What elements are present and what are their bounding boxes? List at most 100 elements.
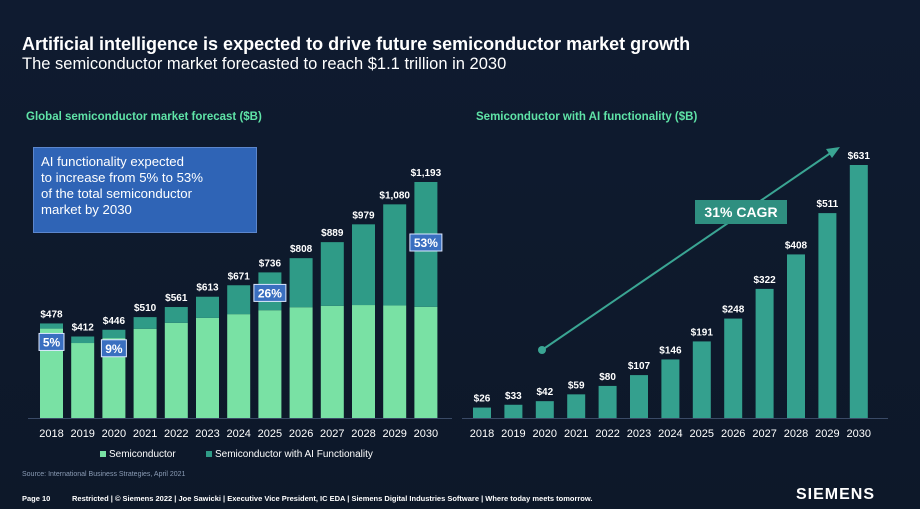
legend-label-ai: Semiconductor with AI Functionality <box>215 449 373 460</box>
bar-value-label: $248 <box>722 305 745 316</box>
bar-total-label: $889 <box>321 228 344 239</box>
x-tick-label: 2018 <box>470 428 494 440</box>
bar-total-label: $979 <box>352 210 375 221</box>
ai-functionality-callout: AI functionality expected to increase fr… <box>33 147 257 233</box>
bar-value-label: $59 <box>568 380 585 391</box>
x-tick-label: 2026 <box>289 428 313 440</box>
bar-ai-functionality <box>227 285 251 315</box>
x-tick-label: 2025 <box>258 428 282 440</box>
bar-semiconductor <box>352 305 375 418</box>
bar-semiconductor <box>258 310 282 418</box>
bar-value-label: $322 <box>753 275 776 286</box>
bar-semiconductor <box>227 314 251 418</box>
legend-label-semiconductor: Semiconductor <box>109 449 176 460</box>
right-chart-title: Semiconductor with AI functionality ($B) <box>476 111 698 123</box>
bar-ai-only <box>661 359 680 418</box>
bar-value-label: $408 <box>785 240 808 251</box>
cagr-label: 31% CAGR <box>704 204 777 220</box>
bar-semiconductor <box>383 305 407 418</box>
bar-total-label: $561 <box>165 293 188 304</box>
x-tick-label: 2030 <box>847 428 871 440</box>
x-tick-label: 2025 <box>690 428 714 440</box>
bar-value-label: $26 <box>474 394 491 405</box>
bar-total-label: $1,193 <box>411 168 442 179</box>
bar-ai-functionality <box>102 329 126 339</box>
x-tick-label: 2018 <box>39 428 63 440</box>
bar-ai-only <box>692 341 711 418</box>
x-tick-label: 2029 <box>382 428 406 440</box>
bar-total-label: $736 <box>259 258 282 269</box>
bar-total-label: $671 <box>228 271 251 282</box>
bar-value-label: $42 <box>536 387 553 398</box>
bar-ai-only <box>755 288 774 418</box>
legend-swatch-ai <box>206 451 212 457</box>
bar-ai-functionality <box>164 307 188 323</box>
bar-ai-only <box>567 394 586 418</box>
x-tick-label: 2022 <box>595 428 619 440</box>
ai-share-label: 5% <box>43 335 61 349</box>
x-tick-label: 2026 <box>721 428 745 440</box>
ai-share-label: 53% <box>414 236 438 250</box>
bar-semiconductor <box>102 338 126 418</box>
bar-ai-only <box>473 407 491 418</box>
cagr-arrow-head <box>826 147 840 158</box>
ai-share-box <box>100 339 127 358</box>
callout-line: market by 2030 <box>41 202 132 217</box>
bar-semiconductor <box>414 306 438 418</box>
footer-text: Restricted | © Siemens 2022 | Joe Sawick… <box>72 494 593 503</box>
x-tick-label: 2021 <box>133 428 157 440</box>
bar-total-label: $808 <box>290 244 313 255</box>
x-tick-label: 2023 <box>195 428 219 440</box>
ai-share-box <box>409 233 443 252</box>
x-tick-label: 2021 <box>564 428 588 440</box>
bar-ai-only <box>535 401 554 418</box>
ai-share-box <box>253 283 287 302</box>
ai-share-box <box>38 332 65 351</box>
x-tick-label: 2029 <box>815 428 839 440</box>
bar-value-label: $33 <box>505 391 522 402</box>
x-tick-label: 2027 <box>320 428 344 440</box>
callout-line: AI functionality expected <box>41 154 184 169</box>
left-chart-title: Global semiconductor market forecast ($B… <box>26 111 262 123</box>
ai-share-label: 26% <box>258 286 282 300</box>
bar-ai-only <box>787 254 805 418</box>
siemens-logo: SIEMENS <box>796 486 876 503</box>
bar-total-label: $478 <box>40 309 63 320</box>
bar-ai-functionality <box>133 317 157 329</box>
x-tick-label: 2024 <box>658 428 682 440</box>
bar-ai-functionality <box>383 204 407 306</box>
bar-total-label: $613 <box>196 283 219 294</box>
callout-line: to increase from 5% to 53% <box>41 170 203 185</box>
bar-value-label: $80 <box>599 372 616 383</box>
legend-swatch-semiconductor <box>100 451 106 457</box>
x-tick-label: 2030 <box>414 428 438 440</box>
bar-ai-functionality <box>352 224 375 306</box>
x-tick-label: 2028 <box>351 428 375 440</box>
x-tick-label: 2024 <box>226 428 250 440</box>
bar-ai-functionality <box>71 336 95 344</box>
bar-semiconductor <box>133 328 157 418</box>
ai-share-label: 9% <box>105 342 123 356</box>
x-tick-label: 2027 <box>752 428 776 440</box>
slide-title: Artificial intelligence is expected to d… <box>22 34 691 54</box>
cagr-arrow-line <box>541 151 833 351</box>
bar-ai-only <box>849 165 868 418</box>
x-tick-label: 2020 <box>102 428 126 440</box>
x-tick-label: 2023 <box>627 428 651 440</box>
bar-total-label: $412 <box>72 322 95 333</box>
bar-total-label: $446 <box>103 316 126 327</box>
bar-ai-only <box>630 375 648 418</box>
bar-value-label: $146 <box>659 345 682 356</box>
bar-ai-functionality <box>289 258 313 308</box>
x-tick-label: 2019 <box>501 428 525 440</box>
bar-ai-functionality <box>320 242 344 306</box>
cagr-box <box>695 200 787 224</box>
bar-ai-only <box>598 385 617 418</box>
bar-total-label: $1,080 <box>379 190 410 201</box>
footer-page-number: Page 10 <box>22 494 51 503</box>
bar-value-label: $511 <box>817 199 839 210</box>
x-tick-label: 2019 <box>70 428 94 440</box>
bar-value-label: $107 <box>628 361 651 372</box>
x-tick-label: 2020 <box>533 428 557 440</box>
